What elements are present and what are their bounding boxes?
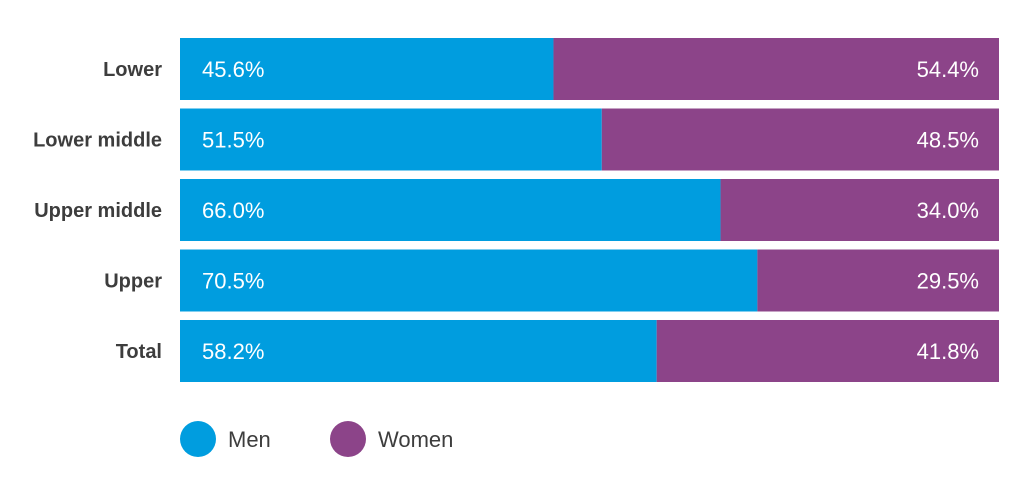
category-label: Upper middle: [34, 200, 162, 222]
legend-swatch-men: [180, 421, 216, 457]
data-label-men: 70.5%: [202, 269, 264, 294]
bar-women: [720, 179, 999, 241]
bar-men: [180, 320, 657, 382]
bar-men: [180, 249, 758, 312]
legend-label-men: Men: [228, 427, 271, 452]
legend-label-women: Women: [378, 427, 453, 452]
category-label: Upper: [104, 271, 162, 293]
bars-group: Lower 45.6% 54.4% Lower middle 51.5% 48.5% Upp…: [33, 38, 999, 382]
data-label-women: 54.4%: [917, 57, 979, 82]
category-label: Lower middle: [33, 130, 162, 152]
bar-men: [180, 179, 721, 241]
data-label-women: 34.0%: [917, 198, 979, 223]
legend-swatch-women: [330, 421, 366, 457]
bar-women: [601, 108, 999, 171]
bar-men: [180, 108, 602, 171]
data-label-women: 48.5%: [917, 128, 979, 153]
bar-men: [180, 38, 554, 100]
bar-women: [656, 320, 999, 382]
data-label-men: 51.5%: [202, 128, 264, 153]
data-label-men: 66.0%: [202, 198, 264, 223]
bar-women: [757, 249, 999, 312]
data-label-women: 41.8%: [917, 339, 979, 364]
category-label: Total: [116, 341, 162, 363]
data-label-men: 45.6%: [202, 57, 264, 82]
category-label: Lower: [103, 59, 162, 81]
data-label-women: 29.5%: [917, 269, 979, 294]
data-label-men: 58.2%: [202, 339, 264, 364]
bar-women: [553, 38, 999, 100]
legend: Men Women: [180, 421, 453, 457]
